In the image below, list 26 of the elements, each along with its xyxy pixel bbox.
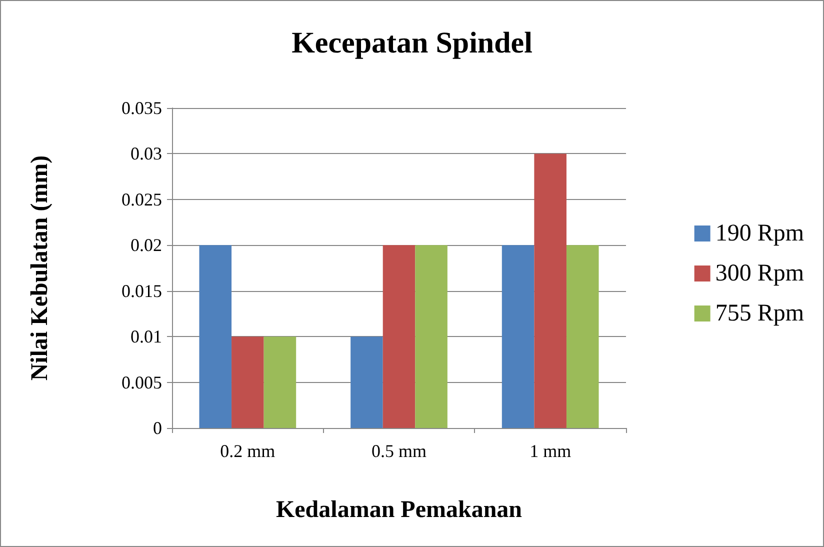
bar: [199, 245, 232, 428]
bar: [534, 154, 566, 428]
legend-label: 755 Rpm: [715, 300, 804, 326]
legend-label: 300 Rpm: [715, 260, 804, 286]
legend-label: 190 Rpm: [715, 220, 804, 246]
y-tick-label: 0.035: [122, 98, 162, 118]
y-tick-label: 0.025: [122, 189, 162, 210]
x-axis-title: Kedalaman Pemakanan: [276, 497, 522, 523]
y-tick-label: 0.01: [130, 326, 162, 347]
y-tick-label: 0.03: [130, 144, 162, 164]
bar: [415, 245, 448, 428]
bar: [382, 245, 416, 428]
bar: [264, 336, 296, 428]
bar: [566, 245, 599, 428]
bar: [232, 336, 264, 428]
x-tick-label: 0.5 mm: [371, 441, 427, 461]
x-tick-label: 0.2 mm: [220, 441, 276, 461]
y-tick-label: 0.015: [122, 280, 162, 301]
bar: [502, 245, 534, 428]
y-axis-title: Nilai Kebulatan (mm): [27, 155, 53, 381]
chart-title: Kecepatan Spindel: [292, 26, 532, 60]
x-tick-label: 1 mm: [530, 441, 572, 461]
y-tick-label: 0: [153, 418, 162, 438]
bar: [350, 336, 383, 428]
y-tick-label: 0.005: [122, 372, 162, 392]
y-tick-label: 0.02: [130, 235, 162, 256]
